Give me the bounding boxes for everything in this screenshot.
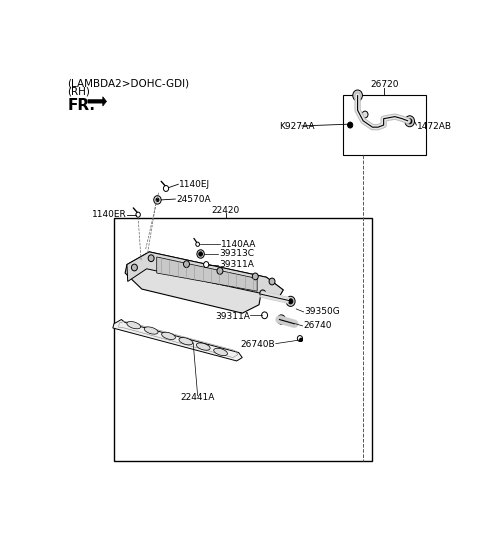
Circle shape (132, 264, 137, 271)
Text: K927AA: K927AA (279, 122, 315, 131)
Text: (LAMBDA2>DOHC-GDI): (LAMBDA2>DOHC-GDI) (67, 79, 190, 88)
Circle shape (148, 255, 154, 262)
Text: 26720: 26720 (370, 80, 398, 89)
Text: FR.: FR. (67, 98, 96, 113)
Ellipse shape (127, 322, 141, 329)
Bar (343, 96, 426, 155)
Polygon shape (125, 252, 283, 313)
Circle shape (163, 186, 168, 192)
Text: 1140AA: 1140AA (221, 240, 256, 249)
Text: 24570A: 24570A (176, 194, 211, 204)
Ellipse shape (179, 338, 193, 345)
Ellipse shape (162, 332, 175, 339)
Ellipse shape (196, 343, 210, 350)
Circle shape (300, 338, 302, 341)
Text: 39313C: 39313C (219, 249, 254, 259)
Circle shape (197, 250, 204, 258)
Circle shape (353, 90, 362, 101)
Text: 39350G: 39350G (304, 307, 340, 316)
Ellipse shape (214, 348, 228, 356)
Circle shape (348, 122, 353, 128)
Circle shape (262, 312, 267, 318)
Circle shape (199, 252, 203, 256)
Circle shape (260, 290, 266, 296)
Circle shape (277, 315, 286, 324)
Circle shape (362, 111, 368, 118)
Text: 39311A: 39311A (219, 260, 254, 269)
Text: 39311A: 39311A (215, 312, 250, 321)
Circle shape (297, 335, 302, 341)
Ellipse shape (144, 327, 158, 334)
Circle shape (405, 116, 415, 127)
Circle shape (196, 242, 200, 247)
Circle shape (204, 262, 209, 267)
Polygon shape (88, 97, 107, 106)
Circle shape (217, 267, 223, 274)
Polygon shape (127, 252, 283, 296)
Text: 22441A: 22441A (180, 393, 215, 402)
Circle shape (288, 299, 293, 304)
Bar (114, 218, 372, 461)
Text: (RH): (RH) (67, 86, 90, 96)
Text: 1472AB: 1472AB (417, 122, 452, 131)
Circle shape (183, 261, 190, 267)
Text: 1140EJ: 1140EJ (179, 180, 210, 189)
Circle shape (154, 195, 161, 204)
Circle shape (136, 212, 140, 217)
Circle shape (269, 278, 275, 285)
Circle shape (156, 198, 159, 201)
Text: 26740: 26740 (303, 321, 332, 330)
Text: 26740B: 26740B (240, 340, 275, 349)
Circle shape (252, 273, 258, 280)
Text: 22420: 22420 (211, 206, 240, 215)
Circle shape (408, 119, 412, 124)
Text: 1140ER: 1140ER (92, 210, 126, 219)
Polygon shape (113, 320, 242, 361)
Polygon shape (156, 257, 257, 291)
Circle shape (286, 296, 295, 306)
